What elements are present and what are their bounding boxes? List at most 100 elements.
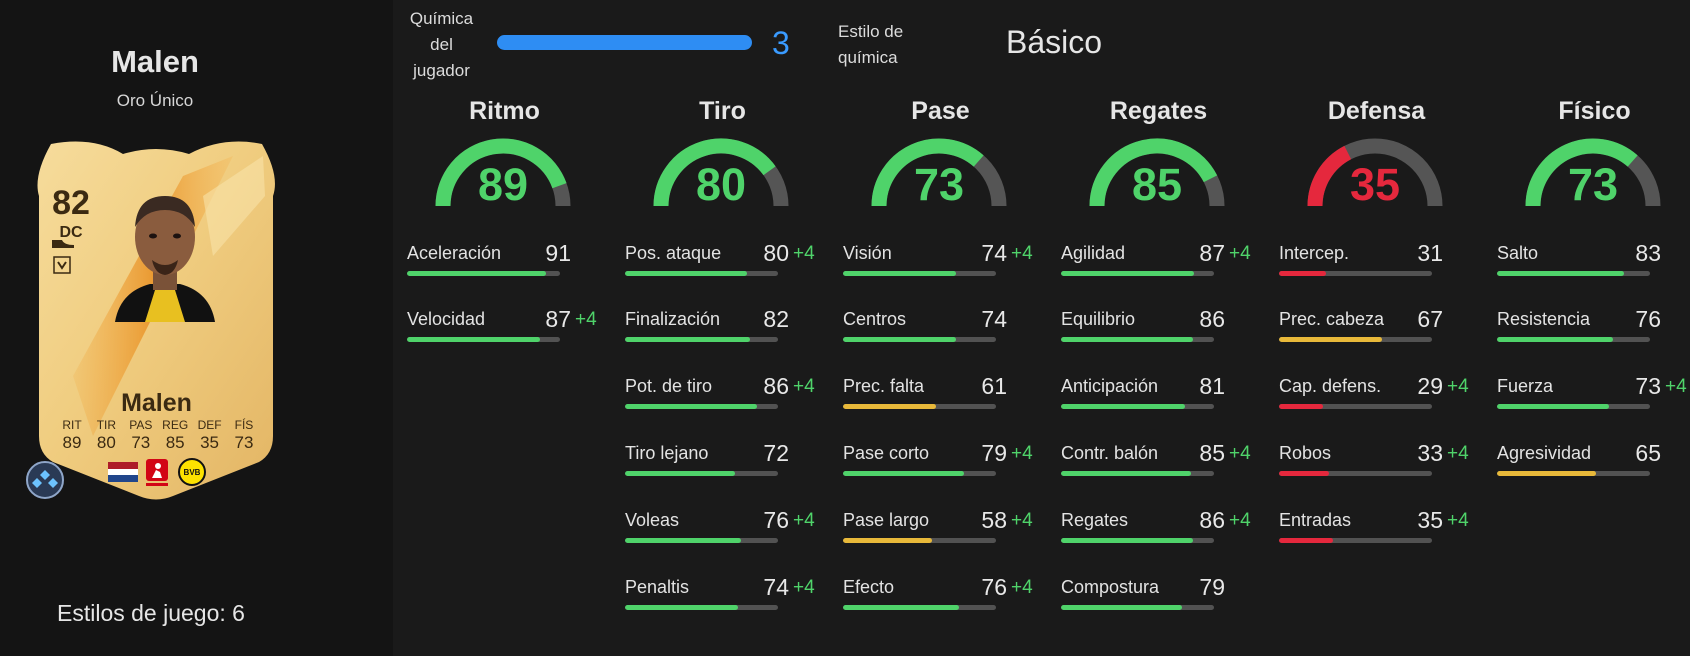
attribute-value: 80	[763, 240, 789, 266]
card-stat-label: DEF	[197, 418, 222, 432]
stat-gauge	[1089, 138, 1225, 207]
attribute-value: 76	[981, 574, 1007, 600]
player-portrait	[115, 196, 215, 322]
attribute-row[interactable]: Centros 74	[843, 306, 1048, 349]
attribute-row[interactable]: Voleas 76 +4	[625, 507, 830, 550]
player-chemistry-label: Química del jugador	[404, 6, 479, 84]
card-stat-value: 35	[200, 433, 220, 452]
card-stat-label: RIT	[62, 418, 82, 432]
attribute-row[interactable]: Tiro lejano 72	[625, 440, 830, 483]
attribute-row[interactable]: Robos 33 +4	[1279, 440, 1484, 483]
attribute-bar-track	[1279, 337, 1432, 342]
attribute-bar-track	[1061, 605, 1214, 610]
column-title: Regates	[1109, 97, 1208, 125]
player-card[interactable]	[33, 136, 280, 503]
attribute-row[interactable]: Pos. ataque 80 +4	[625, 240, 830, 283]
player-rarity: Oro Único	[116, 91, 194, 110]
attribute-row[interactable]: Anticipación 81	[1061, 373, 1266, 416]
gauge-fill	[653, 138, 776, 207]
attribute-boost: +4	[1447, 376, 1469, 397]
attribute-row[interactable]: Resistencia 76	[1497, 306, 1690, 349]
attribute-bar-fill	[843, 404, 937, 409]
attribute-row[interactable]: Pase largo 58 +4	[843, 507, 1048, 550]
stat-column-ritmo: Ritmo 89 Aceleración 91 Velocidad 87 +4	[407, 0, 612, 656]
attribute-bar-track	[1497, 404, 1650, 409]
attribute-bar-fill	[407, 337, 541, 342]
attribute-bar-fill	[843, 337, 957, 342]
attribute-bar-track	[1279, 404, 1432, 409]
attribute-row[interactable]: Pot. de tiro 86 +4	[625, 373, 830, 416]
attribute-row[interactable]: Cap. defens. 29 +4	[1279, 373, 1484, 416]
attribute-row[interactable]: Agresividad 65	[1497, 440, 1690, 483]
attribute-row[interactable]: Prec. cabeza 67	[1279, 306, 1484, 349]
attribute-bar-fill	[625, 404, 757, 409]
attribute-name: Centros	[843, 309, 907, 329]
evolution-badge-icon[interactable]	[25, 460, 65, 500]
bundesliga-logo-icon	[146, 459, 168, 486]
attribute-boost: +4	[793, 243, 815, 264]
attribute-row[interactable]: Equilibrio 86	[1061, 306, 1266, 349]
attribute-bar-fill	[1061, 337, 1193, 342]
attribute-bar-fill	[1497, 471, 1597, 476]
attribute-bar-track	[1061, 271, 1214, 276]
attribute-row[interactable]: Penaltis 74 +4	[625, 574, 830, 617]
player-panel: Malen Oro Único	[0, 0, 393, 656]
card-stat-value: 80	[96, 433, 116, 452]
attribute-row[interactable]: Velocidad 87 +4	[407, 306, 612, 349]
stat-gauge	[1307, 138, 1443, 207]
attribute-name: Finalización	[625, 309, 721, 329]
attribute-value: 74	[981, 306, 1007, 332]
attribute-row[interactable]: Compostura 79	[1061, 574, 1266, 617]
attribute-name: Intercep.	[1279, 243, 1350, 263]
stat-gauge	[653, 138, 789, 207]
attribute-bar-track	[843, 337, 996, 342]
attribute-row[interactable]: Contr. balón 85 +4	[1061, 440, 1266, 483]
attribute-name: Aceleración	[407, 243, 502, 263]
attribute-bar-fill	[1061, 538, 1193, 543]
card-stat-label: FÍS	[234, 418, 254, 432]
attribute-bar-fill	[1061, 271, 1195, 276]
attribute-boost: +4	[575, 309, 597, 330]
column-title: Tiro	[699, 97, 746, 125]
attribute-bar-track	[843, 404, 996, 409]
attribute-row[interactable]: Pase corto 79 +4	[843, 440, 1048, 483]
card-stat: PAS 73	[125, 418, 157, 454]
netherlands-flag-icon	[108, 462, 138, 482]
attribute-row[interactable]: Visión 74 +4	[843, 240, 1048, 283]
attribute-bar-fill	[843, 471, 964, 476]
attribute-row[interactable]: Regates 86 +4	[1061, 507, 1266, 550]
attribute-name: Prec. falta	[843, 376, 925, 396]
attribute-row[interactable]: Intercep. 31	[1279, 240, 1484, 283]
attribute-row[interactable]: Fuerza 73 +4	[1497, 373, 1690, 416]
card-stat-value: 89	[62, 433, 82, 452]
stat-gauge	[871, 138, 1007, 207]
attribute-row[interactable]: Prec. falta 61	[843, 373, 1048, 416]
card-rating: 82	[52, 184, 90, 222]
attribute-row[interactable]: Agilidad 87 +4	[1061, 240, 1266, 283]
attribute-value: 65	[1635, 440, 1661, 466]
attribute-row[interactable]: Entradas 35 +4	[1279, 507, 1484, 550]
card-stat-value: 85	[165, 433, 185, 452]
attribute-bar-track	[1497, 337, 1650, 342]
boot-icon	[52, 240, 74, 248]
attribute-name: Robos	[1279, 443, 1332, 463]
attribute-bar-fill	[625, 271, 748, 276]
attribute-row[interactable]: Aceleración 91	[407, 240, 612, 283]
attribute-value: 81	[1199, 373, 1225, 399]
attribute-bar-track	[625, 471, 778, 476]
attribute-value: 87	[1199, 240, 1225, 266]
attribute-name: Pot. de tiro	[625, 376, 713, 396]
card-stat: TIR 80	[90, 418, 122, 454]
attribute-name: Equilibrio	[1061, 309, 1136, 329]
attribute-row[interactable]: Efecto 76 +4	[843, 574, 1048, 617]
attribute-bar-track	[625, 605, 778, 610]
chemistry-style-value[interactable]: Básico	[1006, 24, 1103, 60]
playstyles-count[interactable]: Estilos de juego: 6	[57, 600, 245, 626]
attribute-value: 87	[545, 306, 571, 332]
card-stat-label: REG	[162, 418, 189, 432]
attribute-row[interactable]: Finalización 82	[625, 306, 830, 349]
attribute-name: Agilidad	[1061, 243, 1126, 263]
svg-text:BVB: BVB	[184, 468, 201, 477]
attribute-row[interactable]: Salto 83	[1497, 240, 1690, 283]
attribute-value: 31	[1417, 240, 1443, 266]
